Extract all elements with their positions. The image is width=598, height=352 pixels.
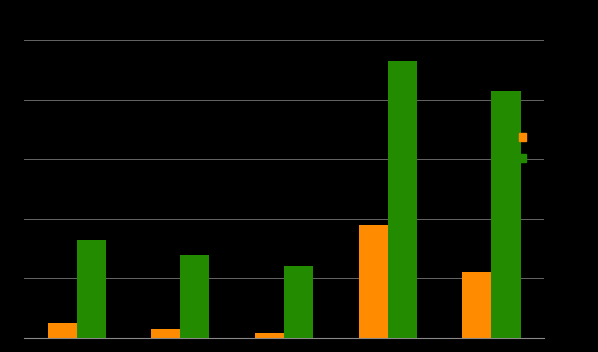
Bar: [462, 272, 492, 338]
Bar: [492, 91, 520, 338]
Bar: [151, 329, 181, 338]
Legend: , : ,: [519, 131, 537, 165]
Bar: [255, 333, 284, 338]
Bar: [48, 323, 77, 338]
Bar: [77, 240, 106, 338]
Bar: [181, 254, 209, 338]
Bar: [359, 225, 388, 338]
Bar: [388, 61, 417, 338]
Bar: [284, 266, 313, 338]
